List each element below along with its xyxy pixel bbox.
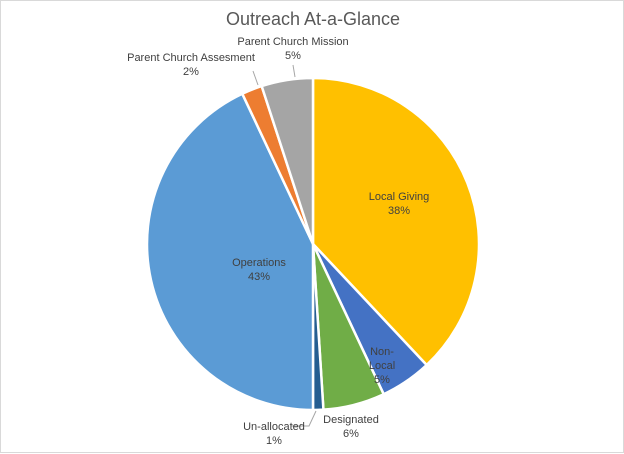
slice-label-parent-church-assesment: Parent Church Assesment 2%	[127, 52, 255, 78]
leader-line-assesment	[252, 70, 259, 86]
leader-lines	[252, 64, 317, 427]
pie-slice-parent-church-mission	[260, 76, 315, 246]
slice-label-unallocated: Un-allocated 1%	[243, 421, 305, 447]
pie-slices	[145, 76, 481, 412]
slice-label-designated: Designated 6%	[323, 414, 379, 440]
leader-line-unallocated	[291, 410, 317, 427]
slice-label-parent-church-mission: Parent Church Mission 5%	[237, 36, 349, 62]
pie-slice-operations	[145, 92, 315, 412]
pie-slice-local-giving	[311, 76, 481, 367]
leader-line-mission	[292, 64, 296, 78]
chart-title: Outreach At-a-Glance	[225, 9, 401, 29]
slice-label-operations: Operations 43%	[232, 257, 286, 283]
slice-label-local-giving: Local Giving 38%	[368, 191, 430, 217]
slice-label-non-local: Non- Local 5%	[368, 346, 396, 386]
